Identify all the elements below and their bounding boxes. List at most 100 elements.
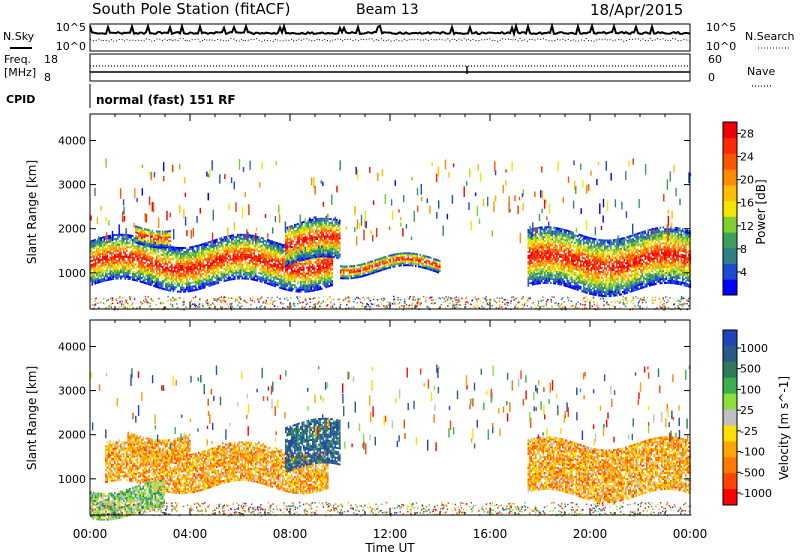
echo-cell (322, 225, 325, 228)
echo-cell (325, 239, 328, 242)
echo-cell (539, 272, 542, 275)
echo-cell (265, 258, 268, 261)
echo-cell (180, 247, 182, 249)
echo-cell (331, 222, 334, 225)
echo-cell (566, 247, 569, 250)
echo-cell (114, 263, 116, 266)
echo-cell (240, 235, 242, 238)
echo-cell (159, 240, 161, 243)
echo-cell (139, 236, 142, 239)
echo-cell (250, 276, 253, 279)
echo-cell (553, 258, 555, 261)
echo-cell (246, 269, 248, 272)
echo-cell (232, 248, 235, 251)
echo-cell (313, 267, 316, 270)
echo-cell (255, 263, 257, 266)
echo-cell (162, 271, 164, 274)
echo-cell (595, 258, 597, 261)
echo-cell (156, 252, 158, 255)
echo-cell (271, 250, 274, 253)
echo-cell (162, 275, 164, 278)
echo-cell (213, 265, 215, 268)
echo-cell (162, 240, 164, 243)
echo-cell (166, 271, 169, 274)
echo-cell (228, 253, 230, 256)
echo-cell (123, 265, 125, 268)
echo-cell (196, 282, 199, 285)
echo-cell (307, 272, 310, 275)
echo-cell (117, 249, 119, 252)
echo-cell (156, 234, 158, 237)
echo-cell (286, 256, 289, 259)
echo-cell (553, 232, 555, 235)
echo-cell (587, 276, 590, 279)
echo-cell (577, 276, 579, 279)
echo-cell (169, 249, 172, 252)
echo-cell (267, 256, 269, 259)
echo-cell (544, 254, 546, 257)
echo-cell (211, 271, 214, 274)
echo-cell (532, 241, 534, 244)
echo-cell (94, 258, 97, 261)
echo-cell (115, 249, 118, 252)
echo-cell (572, 237, 575, 240)
echo-cell (196, 266, 199, 269)
echo-cell (328, 217, 331, 220)
echo-cell (595, 268, 597, 271)
echo-cell (544, 272, 546, 274)
echo-cell (181, 268, 184, 271)
echo-cell (205, 283, 208, 286)
echo-cell (180, 276, 182, 279)
echo-cell (324, 278, 326, 281)
echo-cell (156, 282, 158, 284)
echo-cell (559, 249, 561, 252)
echo-cell (274, 255, 277, 258)
echo-cell (271, 246, 274, 249)
echo-cell (138, 264, 140, 267)
echo-cell (544, 226, 546, 229)
echo-cell (96, 280, 98, 283)
echo-cell (280, 257, 283, 260)
echo-cell (306, 242, 308, 244)
echo-cell (289, 239, 292, 242)
echo-cell (249, 256, 251, 259)
echo-cell (255, 273, 257, 276)
echo-cell (590, 251, 593, 254)
echo-cell (292, 250, 295, 253)
echo-cell (250, 246, 253, 249)
echo-cell (232, 238, 235, 241)
echo-cell (279, 274, 281, 277)
echo-cell (545, 270, 548, 272)
echo-cell (550, 238, 552, 241)
echo-cell (303, 262, 305, 265)
echo-cell (298, 228, 301, 231)
echo-cell (550, 266, 552, 269)
echo-cell (535, 245, 537, 248)
echo-cell (243, 247, 245, 250)
echo-cell (292, 288, 295, 290)
echo-cell (310, 231, 313, 233)
echo-cell (133, 251, 136, 254)
echo-cell (202, 273, 205, 275)
echo-cell (205, 250, 208, 253)
echo-cell (244, 243, 247, 246)
echo-cell (300, 228, 302, 230)
echo-cell (142, 263, 145, 266)
echo-cell (240, 267, 242, 270)
echo-cell (160, 283, 163, 286)
echo-cell (156, 280, 158, 282)
echo-cell (247, 250, 250, 252)
echo-cell (165, 282, 167, 285)
echo-cell (156, 284, 158, 286)
echo-cell (560, 228, 563, 231)
echo-cell (204, 264, 206, 267)
echo-cell (313, 222, 316, 225)
noise-panel-frame (89, 23, 691, 52)
echo-cell (318, 266, 320, 269)
echo-cell (580, 272, 582, 274)
echo-cell (211, 268, 214, 270)
echo-cell (325, 223, 328, 226)
echo-cell (237, 241, 239, 244)
echo-cell (91, 247, 94, 250)
